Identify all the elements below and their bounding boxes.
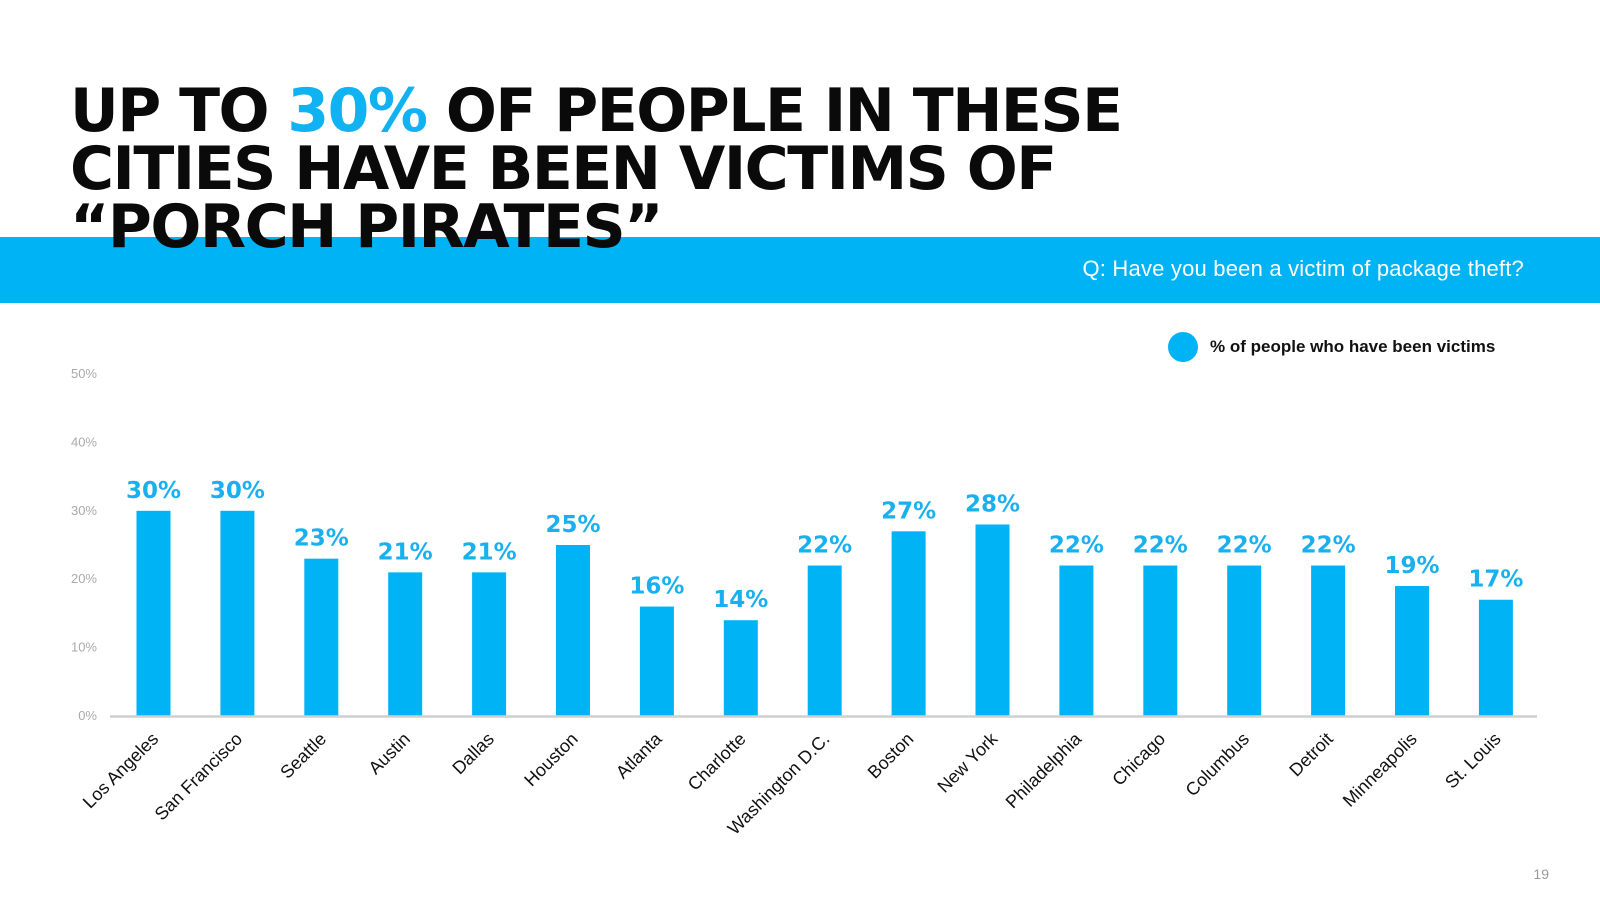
title-suffix: OF PEOPLE IN THESE CITIES HAVE BEEN VICT… (70, 76, 1123, 262)
bar (723, 620, 758, 716)
chart-legend: % of people who have been victims (1168, 332, 1495, 362)
legend-label: % of people who have been victims (1210, 337, 1496, 356)
data-label: 23% (294, 526, 349, 552)
bar (136, 510, 171, 716)
page-title: UP TO 30% OF PEOPLE IN THESE CITIES HAVE… (70, 81, 1270, 257)
title-prefix: UP TO (70, 76, 288, 146)
data-label: 22% (1049, 533, 1104, 559)
category-label: Detroit (1285, 729, 1337, 781)
bar (388, 572, 423, 716)
bar (304, 558, 339, 716)
y-tick-label: 40% (71, 434, 97, 449)
category-label: Dallas (448, 729, 498, 779)
category-label: Philadelphia (1002, 728, 1086, 812)
bar (220, 510, 255, 716)
bar (975, 524, 1010, 716)
category-label: Columbus (1182, 729, 1253, 800)
data-label: 22% (797, 533, 852, 559)
bar (1311, 565, 1346, 716)
data-label: 22% (1301, 533, 1356, 559)
bar (1059, 565, 1094, 716)
data-label: 22% (1217, 533, 1272, 559)
category-label: Chicago (1108, 729, 1169, 790)
data-label: 21% (378, 539, 433, 565)
data-label: 21% (462, 539, 517, 565)
survey-question: Q: Have you been a victim of package the… (1082, 256, 1524, 281)
bar-chart: 0% 10% 20% 30% 40% 50% 30% Los Angeles 30% San Fr… (71, 366, 1537, 839)
category-label: Boston (864, 729, 918, 783)
y-tick-label: 20% (71, 571, 97, 586)
category-label: St. Louis (1441, 729, 1505, 793)
data-label: 25% (545, 512, 600, 538)
bar (556, 545, 590, 716)
data-label: 16% (629, 574, 684, 600)
bar (1143, 565, 1178, 716)
bar (807, 565, 842, 716)
bar (1478, 599, 1513, 716)
bar (1395, 586, 1429, 716)
data-label: 30% (126, 478, 181, 504)
page-number: 19 (1533, 866, 1549, 882)
category-label: Atlanta (612, 728, 666, 782)
data-label: 30% (210, 478, 265, 504)
y-tick-label: 0% (78, 708, 97, 723)
category-label: New York (933, 728, 1002, 797)
bar (891, 531, 926, 716)
y-tick-label: 10% (71, 640, 97, 655)
category-label: Austin (365, 729, 415, 779)
bar (1227, 565, 1262, 716)
header-band (0, 237, 1600, 303)
data-label: 19% (1384, 553, 1439, 579)
category-label: Houston (520, 729, 582, 791)
legend-swatch (1168, 332, 1198, 362)
bar (472, 572, 507, 716)
y-tick-label: 30% (71, 503, 97, 518)
category-label: Charlotte (684, 729, 750, 795)
data-label: 28% (965, 491, 1020, 517)
data-label: 17% (1468, 567, 1523, 593)
data-label: 22% (1133, 533, 1188, 559)
data-label: 14% (713, 587, 768, 613)
y-tick-label: 50% (71, 366, 97, 381)
category-label: Minneapolis (1339, 729, 1421, 811)
data-label: 27% (881, 498, 936, 524)
category-label: San Francisco (151, 729, 247, 825)
category-label: Seattle (276, 729, 330, 783)
bar (639, 606, 674, 716)
category-label: Los Angeles (79, 729, 162, 812)
title-highlight: 30% (287, 76, 428, 146)
